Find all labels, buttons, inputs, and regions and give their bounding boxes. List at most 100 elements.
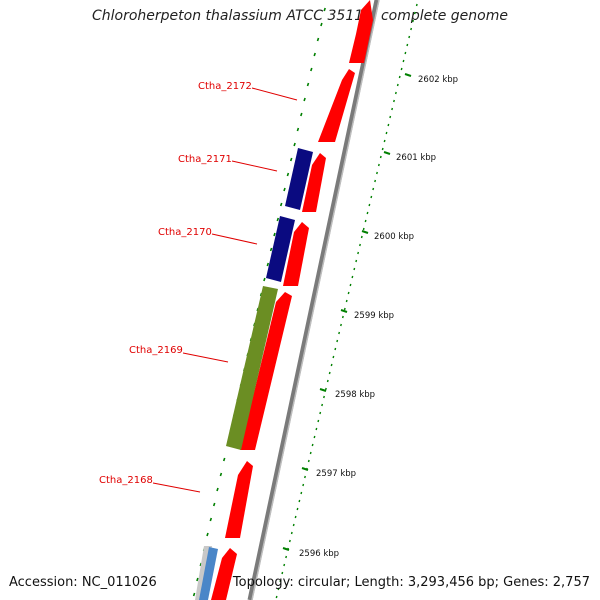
- scale-tick: [366, 211, 369, 215]
- gene-labels: Ctha_2172 Ctha_2171 Ctha_2170 Ctha_2169 …: [99, 81, 252, 486]
- genome-title: Chloroherpeton thalassium ATCC 35110, co…: [92, 8, 508, 24]
- scale-tick: [408, 35, 411, 39]
- inner-tick: [269, 247, 273, 252]
- inner-tick: [279, 202, 283, 207]
- bottom-partial-genes: [195, 546, 218, 600]
- topology-summary: Topology: circular; Length: 3,293,456 bp…: [232, 575, 590, 590]
- inner-tick: [283, 187, 286, 192]
- scale-tick: [317, 419, 320, 423]
- scale-tick: [283, 563, 286, 567]
- scale-major-ticks: [282, 73, 412, 551]
- gene-ctha-2170-arrow[interactable]: [283, 222, 309, 286]
- scale-tick: [313, 435, 316, 439]
- scale-tick: [391, 107, 394, 111]
- scale-tick: [404, 51, 407, 55]
- inner-tick: [216, 487, 219, 492]
- scale-tick: [379, 155, 382, 159]
- gene-ctha-2171-arrow[interactable]: [302, 153, 326, 212]
- inner-tick: [323, 7, 326, 12]
- reverse-strand-genes: [266, 148, 313, 282]
- gene-label-ctha-2172[interactable]: Ctha_2172: [198, 81, 252, 92]
- gene-blue-bottom[interactable]: [199, 547, 218, 600]
- scale-label: 2600 kbp: [374, 232, 414, 242]
- scale-tick: [372, 187, 375, 191]
- gene-ctha-2172-arrow[interactable]: [318, 69, 355, 142]
- scale-tick: [374, 179, 377, 183]
- scale-tick: [381, 147, 384, 151]
- scale-tick: [275, 595, 278, 599]
- scale-tick: [387, 123, 390, 127]
- inner-tick: [313, 52, 316, 57]
- scale-tick: [290, 531, 293, 535]
- scale-tick: [396, 83, 399, 87]
- scale-tick: [362, 227, 365, 231]
- inner-tick: [286, 172, 290, 177]
- inner-tick: [320, 22, 323, 27]
- scale-tick: [357, 251, 360, 255]
- scale-tick: [355, 259, 358, 263]
- scale-tick: [347, 291, 350, 295]
- inner-tick: [212, 502, 216, 507]
- scale-tick: [336, 339, 339, 343]
- scale-tick: [315, 427, 318, 431]
- gene-ctha-2171-reverse[interactable]: [285, 148, 313, 210]
- scale-tick: [393, 99, 395, 103]
- scale-tick: [326, 379, 329, 383]
- scale-tick: [377, 163, 380, 167]
- scale-label: 2598 kbp: [335, 390, 375, 400]
- scale-label: 2601 kbp: [396, 153, 436, 163]
- gene-ctha-2169-rna[interactable]: [226, 286, 278, 450]
- gene-ctha-2170-reverse[interactable]: [266, 216, 295, 282]
- scale-tick: [343, 307, 346, 311]
- inner-tick: [273, 232, 276, 237]
- gene-label-ctha-2169[interactable]: Ctha_2169: [129, 345, 183, 356]
- scale-tick: [292, 523, 295, 527]
- gene-label-leaders: [152, 87, 298, 493]
- scale-tick: [332, 355, 335, 359]
- scale-tick: [400, 67, 403, 71]
- scale-tick: [370, 195, 373, 199]
- inner-tick: [206, 532, 209, 537]
- scale-tick: [328, 371, 331, 375]
- scale-tick: [389, 115, 392, 119]
- scale-tick: [279, 579, 282, 583]
- inner-tick: [276, 217, 280, 222]
- gene-label-ctha-2168[interactable]: Ctha_2168: [99, 475, 153, 486]
- scale-tick: [359, 243, 361, 247]
- inner-tick: [196, 577, 199, 582]
- scale-tick: [307, 459, 310, 463]
- scale-tick: [319, 411, 322, 415]
- inner-tick: [222, 457, 226, 462]
- scale-tick: [294, 515, 297, 519]
- gene-arrow-bottom[interactable]: [211, 548, 237, 600]
- scale-tick: [302, 483, 305, 487]
- scale-tick: [321, 403, 324, 407]
- inner-tick: [263, 277, 266, 282]
- scale-tick: [345, 299, 348, 303]
- inner-tick: [266, 262, 270, 267]
- scale-label: 2602 kbp: [418, 75, 458, 85]
- scale-tick: [385, 131, 388, 135]
- scale-tick: [398, 75, 401, 79]
- scale-tick: [296, 507, 299, 511]
- scale-tick: [349, 283, 352, 287]
- gene-label-ctha-2170[interactable]: Ctha_2170: [158, 227, 212, 238]
- scale-tick: [364, 219, 367, 223]
- scale-tick: [330, 363, 333, 367]
- gene-ctha-2168-arrow[interactable]: [225, 461, 253, 538]
- inner-tick: [316, 37, 320, 42]
- scale-tick: [281, 571, 284, 575]
- gene-arrow-top[interactable]: [349, 0, 373, 63]
- gene-ctha-2169-arrow[interactable]: [240, 292, 292, 450]
- scale-tick: [300, 491, 303, 495]
- scale-label: 2599 kbp: [354, 311, 394, 321]
- genome-backbone-highlight: [251, 0, 380, 600]
- inner-tick: [303, 97, 306, 102]
- accession-label: Accession: NC_011026: [9, 575, 157, 590]
- scale-tick: [410, 27, 413, 31]
- scale-tick: [340, 323, 342, 327]
- scale-tick: [402, 59, 405, 63]
- scale-tick: [323, 395, 325, 399]
- gene-label-ctha-2171[interactable]: Ctha_2171: [178, 154, 232, 165]
- scale-tick: [324, 387, 327, 391]
